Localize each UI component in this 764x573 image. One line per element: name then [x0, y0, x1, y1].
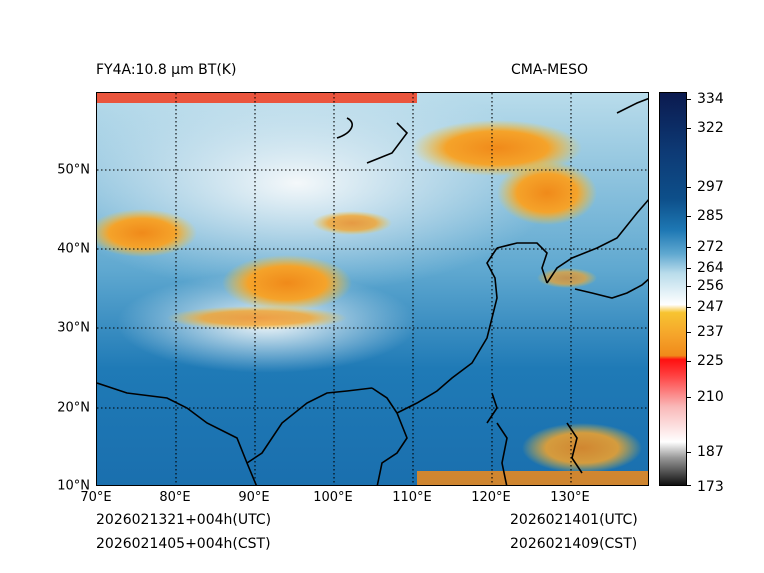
cb-label-264: 264 [697, 260, 724, 276]
lat-label-10: 10°N [57, 478, 90, 494]
lon-label-120: 120°E [471, 490, 511, 505]
cloud-central [312, 211, 392, 235]
cb-label-297: 297 [697, 179, 724, 195]
gridlines [97, 93, 648, 485]
lon-label-110: 110°E [392, 490, 432, 505]
cb-tick-297 [686, 187, 691, 188]
satellite-map [96, 92, 649, 486]
cb-label-256: 256 [697, 278, 724, 294]
map-title: FY4A:10.8 µm BT(K) [96, 62, 237, 78]
cb-label-272: 272 [697, 239, 724, 255]
map-canvas [97, 93, 648, 485]
cb-label-285: 285 [697, 208, 724, 224]
lon-label-90: 90°E [238, 490, 270, 505]
cb-tick-272 [686, 247, 691, 248]
cb-label-187: 187 [697, 444, 724, 460]
cb-tick-237 [686, 332, 691, 333]
cb-label-247: 247 [697, 299, 724, 315]
cloud-korea [537, 268, 597, 288]
cloud-ocean-east [522, 423, 642, 473]
cb-tick-264 [686, 268, 691, 269]
lon-label-100: 100°E [313, 490, 353, 505]
model-name: CMA-MESO [511, 62, 589, 78]
cb-tick-322 [686, 128, 691, 129]
cloud-himalaya [167, 306, 347, 330]
lon-label-70: 70°E [80, 490, 112, 505]
lon-label-80: 80°E [159, 490, 191, 505]
cloud-manchuria [497, 161, 597, 225]
cloud-south-band [417, 471, 648, 485]
cb-tick-187 [686, 452, 691, 453]
colorbar [659, 92, 687, 486]
cb-label-322: 322 [697, 120, 724, 136]
lon-label-130: 130°E [550, 490, 590, 505]
cb-tick-210 [686, 397, 691, 398]
lat-label-40: 40°N [57, 241, 90, 257]
cb-tick-247 [686, 307, 691, 308]
valid-time-utc: 2026021401(UTC) [510, 512, 638, 528]
cb-tick-225 [686, 361, 691, 362]
cb-tick-334 [686, 99, 691, 100]
lat-label-20: 20°N [57, 400, 90, 416]
cb-tick-256 [686, 286, 691, 287]
cb-label-225: 225 [697, 353, 724, 369]
valid-time-cst: 2026021409(CST) [510, 536, 638, 552]
cb-label-173: 173 [697, 479, 724, 495]
cloud-tarim [97, 209, 197, 257]
cb-tick-173 [686, 485, 691, 486]
cloud-tibet [222, 255, 352, 311]
init-time-utc: 2026021321+004h(UTC) [96, 512, 272, 528]
cb-label-210: 210 [697, 389, 724, 405]
lat-label-50: 50°N [57, 162, 90, 178]
cloud-top-band [97, 93, 417, 103]
cb-tick-285 [686, 216, 691, 217]
cb-label-334: 334 [697, 91, 724, 107]
init-time-cst: 2026021405+004h(CST) [96, 536, 271, 552]
cb-label-237: 237 [697, 324, 724, 340]
coastlines [97, 97, 648, 485]
lat-label-30: 30°N [57, 320, 90, 336]
